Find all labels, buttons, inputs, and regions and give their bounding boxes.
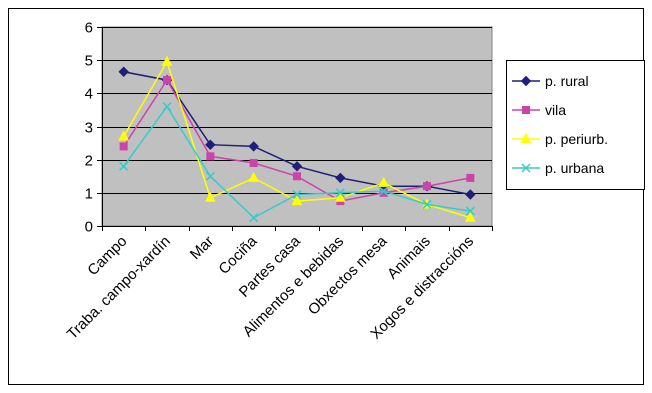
data-point-marker: [248, 171, 259, 182]
data-point-marker: [118, 66, 129, 77]
legend-label: p. rural: [545, 73, 589, 89]
legend-label: p. periurb.: [545, 131, 608, 147]
data-point-marker: [335, 188, 345, 198]
data-point-marker: [205, 139, 216, 150]
data-point-marker: [422, 199, 432, 209]
data-point-marker: [378, 176, 389, 187]
data-point-marker: [205, 191, 216, 202]
data-point-marker: [291, 195, 303, 206]
data-point-marker: [521, 163, 531, 173]
data-point-marker: [379, 186, 389, 196]
data-point-marker: [119, 161, 129, 171]
data-point-marker: [423, 182, 431, 191]
data-point-marker: [118, 130, 129, 141]
data-point-marker: [335, 172, 346, 184]
data-point-marker: [206, 152, 215, 161]
data-point-marker: [292, 189, 302, 200]
legend-entry: p. periurb.: [512, 131, 608, 147]
data-point-marker: [119, 142, 128, 151]
y-tick-label: 4: [85, 86, 93, 103]
data-point-marker: [335, 191, 346, 202]
data-point-marker: [205, 171, 215, 181]
data-point-marker: [520, 75, 532, 87]
series-p-urbana: [119, 102, 475, 223]
axes: [102, 27, 492, 227]
y-tick-label: 3: [85, 120, 93, 137]
legend-entry: vila: [512, 102, 566, 118]
data-point-marker: [465, 211, 476, 222]
legend: p. rural vila p. periurb. p. urbana: [506, 60, 645, 190]
data-point-marker: [163, 76, 171, 85]
legend-entry: p. rural: [512, 73, 589, 89]
y-tick-label: 6: [85, 20, 93, 37]
data-point-marker: [249, 158, 258, 167]
y-tick-label: 2: [85, 153, 93, 170]
data-point-marker: [465, 189, 476, 200]
data-point-marker: [248, 141, 259, 152]
data-point-marker: [161, 55, 173, 66]
data-point-marker: [293, 172, 301, 181]
legend-label: vila: [545, 102, 566, 118]
data-point-marker: [522, 106, 530, 114]
data-point-marker: [466, 173, 475, 182]
data-point-marker: [249, 213, 259, 223]
data-point-marker: [162, 102, 172, 112]
y-tick-label: 0: [85, 219, 93, 236]
series: [118, 55, 476, 223]
data-point-marker: [291, 161, 303, 172]
data-point-marker: [465, 206, 475, 216]
y-axis-ticks: 0 1 2 3 4 5 6: [85, 20, 102, 236]
legend-label: p. urbana: [545, 160, 604, 176]
data-point-marker: [520, 132, 532, 143]
y-tick-label: 5: [85, 53, 93, 70]
legend-entry: p. urbana: [512, 160, 604, 176]
y-tick-label: 1: [85, 186, 93, 203]
